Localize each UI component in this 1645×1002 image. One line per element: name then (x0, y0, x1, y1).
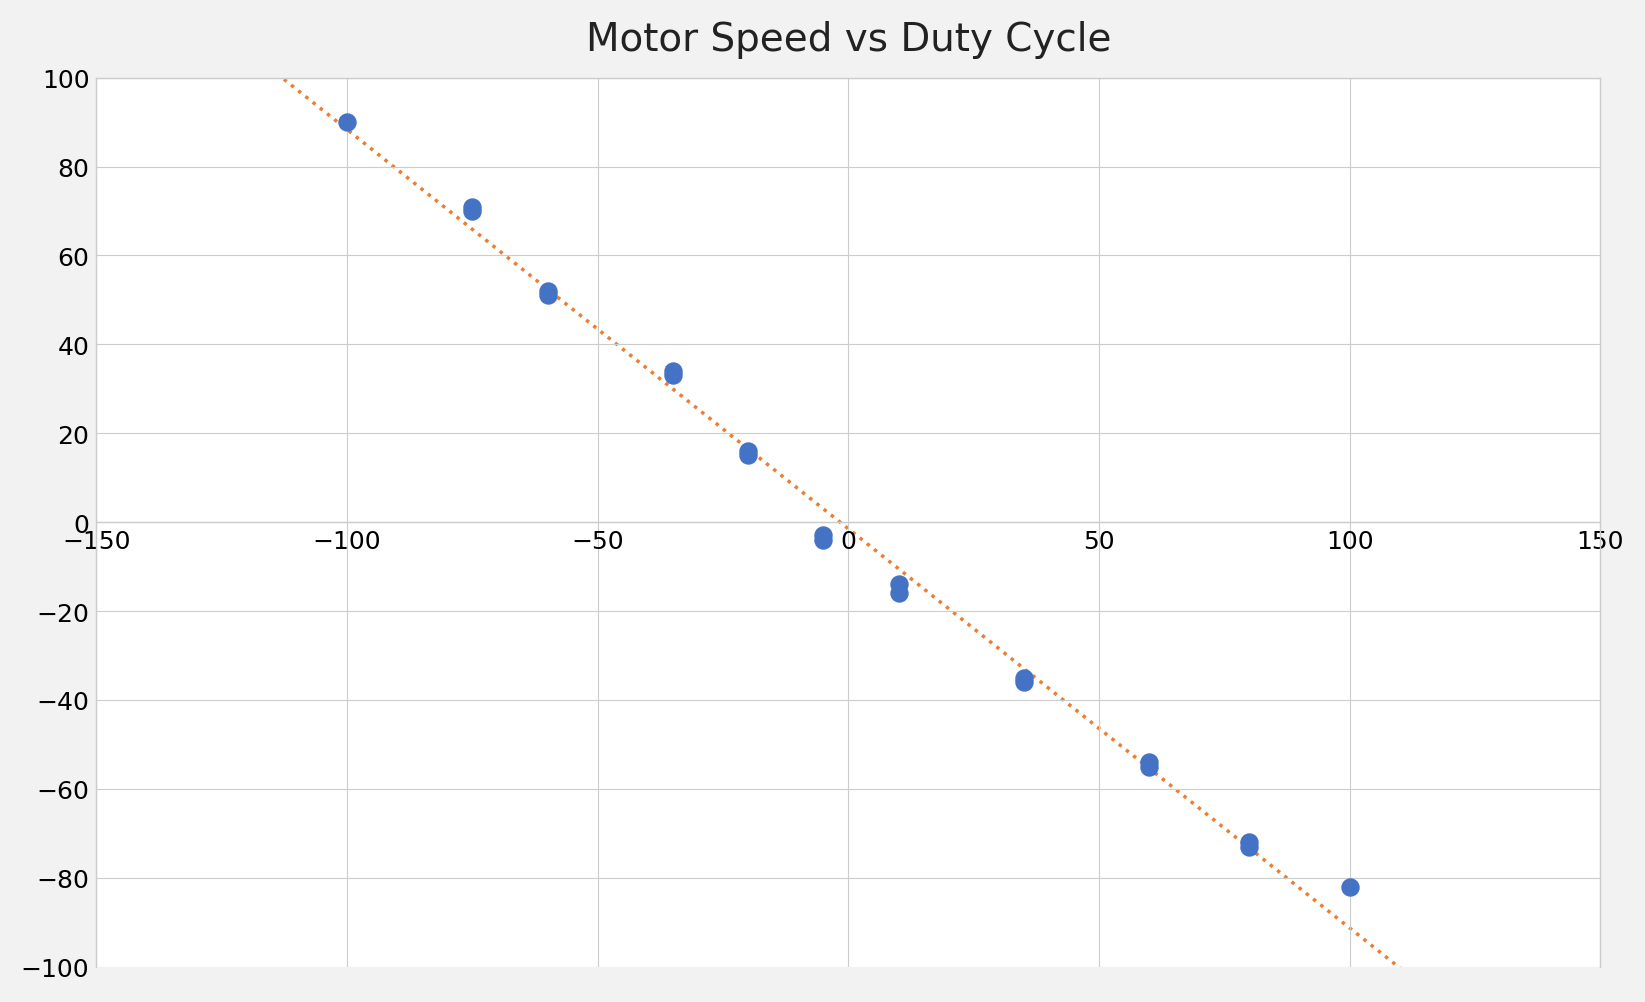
Point (1137, 759, 1163, 775)
Point (459, 199, 485, 215)
Point (1337, 879, 1364, 895)
Point (885, 577, 911, 593)
Point (459, 203, 485, 219)
Point (334, 115, 360, 131)
Point (1237, 835, 1263, 851)
Point (1010, 670, 1036, 686)
Point (1137, 755, 1163, 771)
Point (735, 444, 762, 460)
Point (535, 284, 561, 300)
Point (660, 364, 686, 380)
Point (535, 289, 561, 305)
Point (885, 585, 911, 601)
Point (735, 448, 762, 464)
Point (811, 528, 837, 544)
Point (1010, 674, 1036, 690)
Title: Motor Speed vs Duty Cycle: Motor Speed vs Duty Cycle (586, 21, 1110, 59)
Point (660, 368, 686, 384)
Point (811, 532, 837, 548)
Point (1237, 839, 1263, 855)
